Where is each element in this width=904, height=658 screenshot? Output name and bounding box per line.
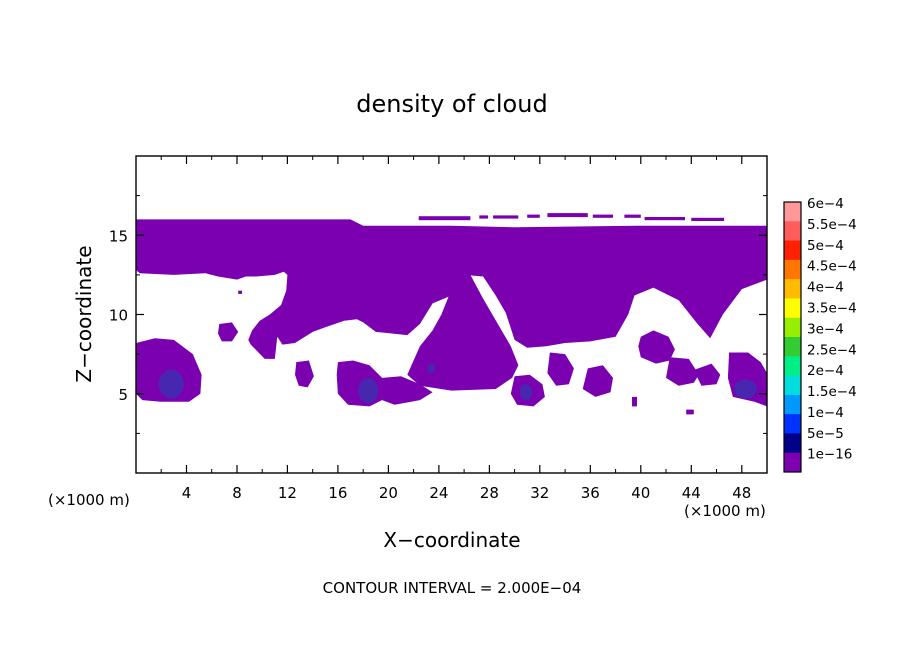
colorbar-label: 1e−16 xyxy=(807,447,852,463)
contour-interval-note: CONTOUR INTERVAL = 2.000E−04 xyxy=(323,579,582,597)
x-axis-unit-right: (×1000 m) xyxy=(684,502,766,520)
colorbar-swatch xyxy=(784,317,801,338)
density-core-2 xyxy=(427,363,436,374)
cloud-patch-near-x44 xyxy=(666,357,699,386)
cloud-patch-near-x20 xyxy=(382,376,433,405)
cloud-speck-10 xyxy=(686,409,694,415)
colorbar-swatch xyxy=(784,259,801,280)
x-tick-label: 16 xyxy=(328,484,347,502)
colorbar-label: 4.5e−4 xyxy=(807,259,857,275)
x-tick-label: 44 xyxy=(682,484,701,502)
y-tick-label: 5 xyxy=(118,386,128,404)
cloud-speck-7 xyxy=(644,217,685,221)
y-axis-label: Z−coordinate xyxy=(72,245,96,382)
x-axis-label: X−coordinate xyxy=(383,528,520,552)
x-tick-label: 24 xyxy=(429,484,448,502)
density-core-3 xyxy=(519,384,533,401)
density-core-4 xyxy=(734,379,757,399)
x-tick-label: 36 xyxy=(581,484,600,502)
colorbar-label: 3.5e−4 xyxy=(807,301,857,317)
colorbar-label: 5e−4 xyxy=(807,238,844,254)
plot-area xyxy=(136,213,767,415)
cloud-speck-3 xyxy=(527,214,540,218)
x-tick-label: 40 xyxy=(631,484,650,502)
colorbar-swatch xyxy=(784,375,801,396)
x-tick-label: 20 xyxy=(379,484,398,502)
cloud-speck-8 xyxy=(691,217,725,221)
colorbar-swatch xyxy=(784,394,801,415)
colorbar-swatch xyxy=(784,356,801,377)
density-core-0 xyxy=(158,369,184,399)
colorbar-frame xyxy=(783,201,802,473)
cloud-speck-0 xyxy=(418,216,471,221)
x-tick-label: 8 xyxy=(232,484,242,502)
cloud-patch-near-x36 xyxy=(582,365,613,397)
colorbar: 6e−4 5.5e−4 5e−4 4.5e−4 4e−4 3.5e−4 3e−4 2.5e−4… xyxy=(783,196,857,473)
colorbar-swatch xyxy=(784,337,801,357)
x-axis-unit-left: (×1000 m) xyxy=(48,491,130,509)
density-core-1 xyxy=(358,377,379,404)
colorbar-label: 5e−5 xyxy=(807,426,844,442)
cloud-patch-near-x8 xyxy=(218,322,239,342)
x-tick-label: 32 xyxy=(530,484,549,502)
cloud-patch-near-x13 xyxy=(295,360,314,388)
colorbar-label: 5.5e−4 xyxy=(807,217,857,233)
cloud-patch-near-x46 xyxy=(693,363,721,386)
colorbar-swatch xyxy=(784,221,801,242)
colorbar-label: 2.5e−4 xyxy=(807,342,857,358)
y-tick-label: 15 xyxy=(109,227,128,245)
colorbar-label: 1e−4 xyxy=(807,405,844,421)
cloud-speck-1 xyxy=(479,215,489,219)
y-tick-label: 10 xyxy=(109,307,128,325)
x-tick-label: 4 xyxy=(182,484,192,502)
cloud-speck-4 xyxy=(547,213,588,218)
colorbar-swatch xyxy=(784,202,801,222)
colorbar-label: 4e−4 xyxy=(807,280,844,296)
x-tick-label: 12 xyxy=(278,484,297,502)
chart-title: density of cloud xyxy=(356,90,547,118)
cloud-patch-near-x3 xyxy=(136,338,202,402)
cloud-speck-5 xyxy=(592,214,613,218)
colorbar-swatch xyxy=(784,298,801,319)
central-column xyxy=(407,274,519,391)
colorbar-swatch xyxy=(784,279,801,299)
cloud-speck-2 xyxy=(493,215,519,219)
colorbar-label: 2e−4 xyxy=(807,363,844,379)
cloud-patch-near-x33 xyxy=(547,352,574,386)
colorbar-swatch xyxy=(784,414,801,434)
colorbar-swatch xyxy=(784,452,801,473)
colorbar-label: 6e−4 xyxy=(807,196,844,212)
colorbar-label: 1.5e−4 xyxy=(807,384,857,400)
x-tick-label: 48 xyxy=(732,484,751,502)
cloud-speck-11 xyxy=(238,290,242,294)
cloud-speck-6 xyxy=(624,214,641,218)
colorbar-swatch xyxy=(784,240,801,261)
colorbar-swatch xyxy=(784,433,801,454)
x-tick-label: 28 xyxy=(480,484,499,502)
colorbar-label: 3e−4 xyxy=(807,321,844,337)
cloud-patch-near-x40 xyxy=(638,330,675,364)
cloud-speck-9 xyxy=(632,396,637,407)
